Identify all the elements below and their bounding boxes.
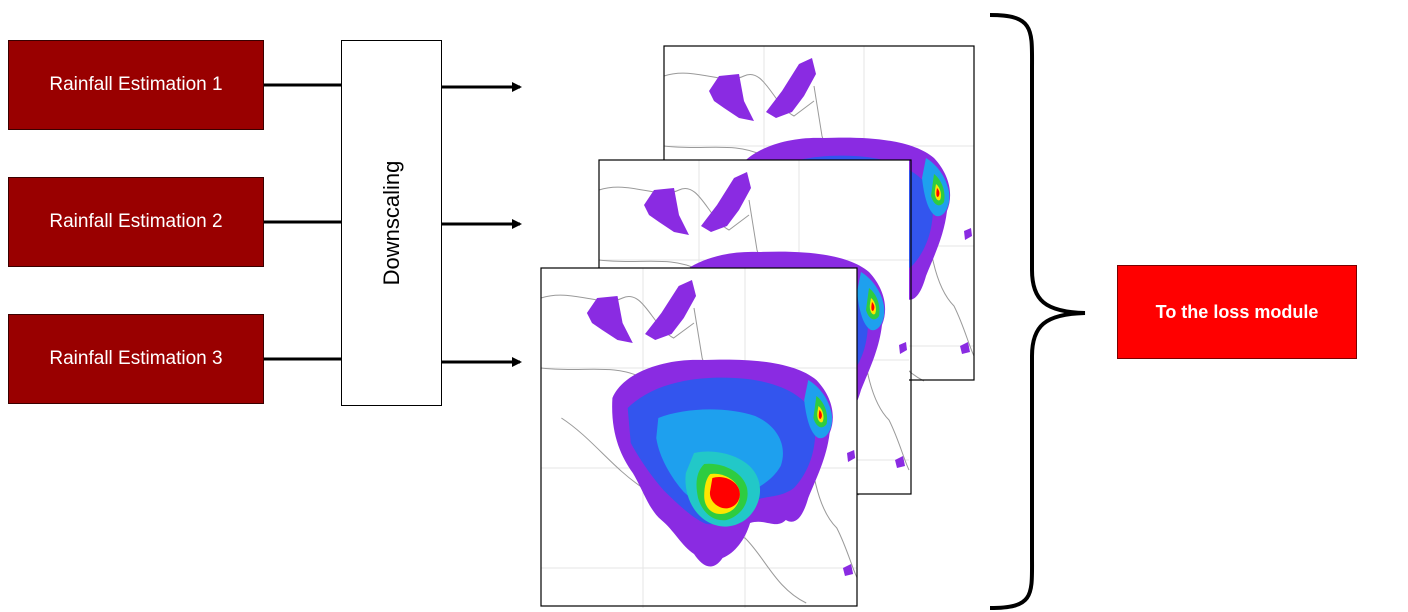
loss-module-box: To the loss module — [1117, 265, 1357, 359]
grouping-brace — [989, 13, 1086, 610]
rainfall-estimation-2-box: Rainfall Estimation 2 — [8, 177, 264, 267]
rainfall-estimation-1-box: Rainfall Estimation 1 — [8, 40, 264, 130]
rainfall-estimation-2-label: Rainfall Estimation 2 — [49, 211, 223, 232]
rainfall-estimation-3-box: Rainfall Estimation 3 — [8, 314, 264, 404]
rainfall-map-3 — [540, 267, 858, 609]
downscaling-box: Downscaling — [341, 40, 442, 406]
downscaling-label: Downscaling — [378, 160, 404, 286]
loss-module-label: To the loss module — [1155, 301, 1319, 322]
rainfall-estimation-1-label: Rainfall Estimation 1 — [49, 74, 223, 95]
rainfall-estimation-3-label: Rainfall Estimation 3 — [49, 348, 223, 369]
